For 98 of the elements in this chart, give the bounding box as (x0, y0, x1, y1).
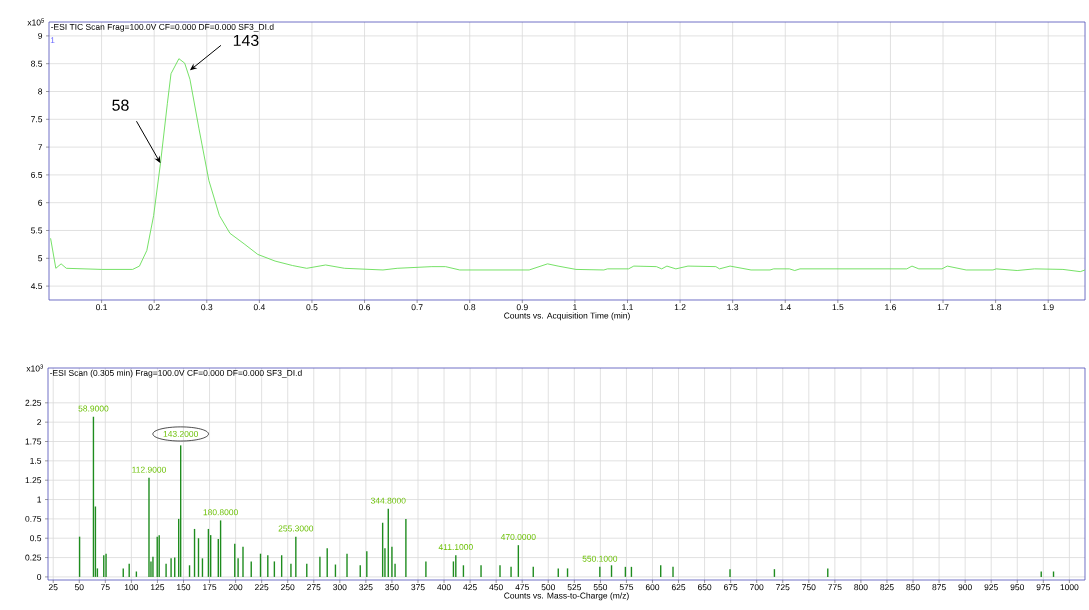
y-tick-label: 0.25 (25, 554, 42, 561)
x-tick-label: 700 (750, 584, 764, 591)
x-tick-label: 950 (1010, 584, 1024, 591)
annotation: 255.3000 (278, 525, 314, 532)
y-axis-title: x10$^{5}$ (27, 18, 45, 26)
y-tick-label: 7 (38, 144, 43, 151)
x-tick-label: 625 (671, 584, 686, 591)
annotation: 550.1000 (582, 555, 618, 562)
x-tick-label: 500 (541, 584, 555, 591)
x-tick-label: 1.5 (832, 304, 844, 311)
x-tick-label: 150 (177, 584, 191, 591)
x-tick-label: 1000 (1060, 584, 1079, 591)
line-series (50, 58, 1086, 273)
chart-title: -ESI Scan (0.305 min) Frag=100.0V CF=0.000 DF=0.000 SF3_DI.d (50, 369, 302, 378)
annotation: 143.2000 (163, 430, 198, 437)
annotation: 58 (112, 99, 129, 111)
x-tick-label: 125 (151, 584, 165, 591)
y-tick-label: 7.5 (31, 116, 43, 123)
annotation: 344.8000 (370, 497, 406, 504)
x-tick-label: 0.9 (516, 304, 528, 311)
x-tick-label: 175 (203, 584, 217, 591)
x-tick-label: 1.7 (937, 304, 949, 311)
x-tick-label: 250 (281, 584, 295, 591)
x-tick-label: 650 (697, 584, 712, 591)
x-tick-label: 300 (333, 584, 347, 591)
x-tick-label: 200 (228, 584, 243, 591)
x-tick-label: 50 (74, 584, 84, 591)
y-tick-label: 8 (38, 88, 43, 95)
annotation: 143 (233, 34, 259, 47)
x-tick-label: 0.3 (201, 304, 213, 311)
y-tick-label: 0.5 (30, 535, 42, 542)
x-tick-label: 400 (437, 584, 451, 591)
x-tick-label: 1.9 (1042, 304, 1054, 311)
x-tick-label: 25 (48, 584, 58, 591)
y-tick-label: 4.5 (30, 283, 43, 290)
x-tick-label: 375 (411, 584, 425, 591)
x-tick-label: 0.6 (358, 304, 371, 311)
x-tick-label: 525 (567, 584, 582, 591)
y-tick-label: 1 (37, 496, 42, 503)
y-tick-label: 6.5 (31, 171, 43, 178)
x-tick-label: 325 (359, 584, 373, 591)
x-tick-label: 825 (880, 584, 894, 591)
x-tick-label: 450 (489, 584, 503, 591)
x-tick-label: 775 (828, 584, 842, 591)
annotation: 470.0000 (500, 533, 536, 540)
y-tick-label: 5 (38, 255, 43, 262)
x-tick-label: 350 (385, 584, 399, 591)
x-tick-label: 0.1 (96, 304, 108, 311)
x-tick-label: 1.2 (674, 304, 686, 311)
annotation: 112.9000 (132, 466, 166, 473)
x-tick-label: 0.7 (411, 304, 423, 311)
x-tick-label: 225 (255, 584, 269, 591)
x-tick-label: 900 (958, 584, 972, 591)
x-tick-label: 975 (1036, 584, 1051, 591)
x-tick-label: 100 (124, 584, 139, 591)
y-tick-label: 9 (38, 32, 43, 39)
x-tick-label: 0.5 (306, 304, 318, 311)
y-tick-label: 8.5 (31, 60, 43, 67)
x-tick-label: 475 (515, 584, 529, 591)
chart-title: -ESI TIC Scan Frag=100.0V CF=0.000 DF=0.000 SF3_DI.d (51, 23, 274, 32)
x-tick-label: 875 (932, 584, 946, 591)
x-tick-label: 850 (906, 584, 920, 591)
x-tick-label: 425 (463, 584, 477, 591)
x-tick-label: 1.1 (622, 304, 633, 311)
annotation: 58.9000 (78, 405, 109, 412)
x-tick-label: 925 (984, 584, 998, 591)
x-tick-label: 600 (645, 584, 660, 591)
x-tick-label: 575 (619, 584, 634, 591)
x-tick-label: 75 (101, 584, 110, 591)
x-tick-label: 1.3 (727, 304, 739, 311)
x-tick-label: 1.4 (780, 304, 791, 311)
x-tick-label: 675 (724, 584, 738, 591)
x-tick-label: 0.4 (253, 304, 265, 311)
x-tick-label: 800 (854, 584, 868, 591)
x-tick-label: 0.2 (148, 304, 160, 311)
y-tick-label: 1.25 (25, 477, 42, 484)
annotation: 411.1000 (438, 544, 473, 551)
y-tick-label: 2.25 (25, 399, 42, 406)
x-axis-title: Counts vs. Mass-to-Charge (m/z) (504, 592, 629, 601)
y-tick-label: 2 (37, 419, 42, 426)
x-tick-label: 1 (573, 304, 577, 311)
y-axis-title: x10$^{3}$ (26, 364, 44, 372)
x-axis-title: Counts vs. Acquisition Time (min) (504, 312, 630, 321)
y-tick-label: 5.5 (31, 227, 43, 234)
y-tick-label: 6 (38, 199, 43, 206)
x-tick-label: 275 (307, 584, 321, 591)
x-tick-label: 0.8 (464, 304, 476, 311)
annotation: 180.8000 (203, 509, 238, 516)
x-tick-label: 750 (802, 584, 816, 591)
x-tick-label: 1.6 (885, 304, 896, 311)
y-tick-label: 0.75 (25, 515, 42, 522)
x-tick-label: 550 (593, 584, 608, 591)
y-tick-label: 0 (37, 573, 42, 580)
y-tick-label: 1.5 (30, 457, 42, 464)
annotation: 1 (50, 37, 55, 44)
y-tick-label: 1.75 (25, 438, 42, 445)
x-tick-label: 725 (776, 584, 790, 591)
x-tick-label: 1.8 (990, 304, 1002, 311)
